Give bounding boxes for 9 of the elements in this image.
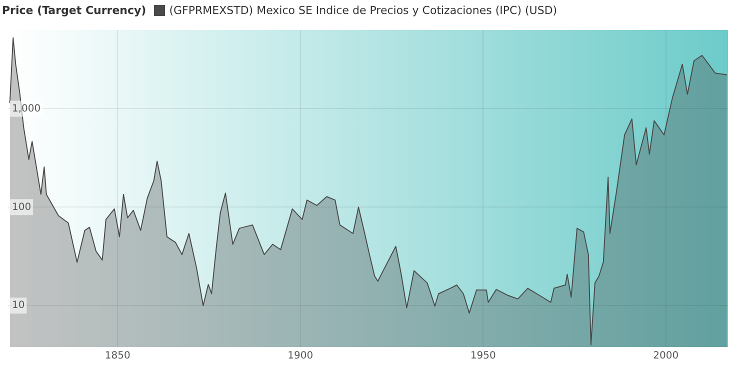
y-tick-label: 100 [12, 202, 32, 213]
x-tick-label: 1950 [470, 350, 496, 362]
y-tick-label: 10 [12, 300, 25, 312]
legend-title: Price (Target Currency) [2, 4, 146, 16]
y-tick-label: 1,000 [12, 103, 41, 114]
x-tick-label: 1850 [104, 350, 130, 362]
x-tick-label: 1900 [288, 350, 314, 362]
legend-label: (GFPRMEXSTD) Mexico SE Indice de Precios y Cotizaciones (IPC) (USD) [169, 4, 558, 16]
x-tick-label: 2000 [653, 350, 679, 362]
